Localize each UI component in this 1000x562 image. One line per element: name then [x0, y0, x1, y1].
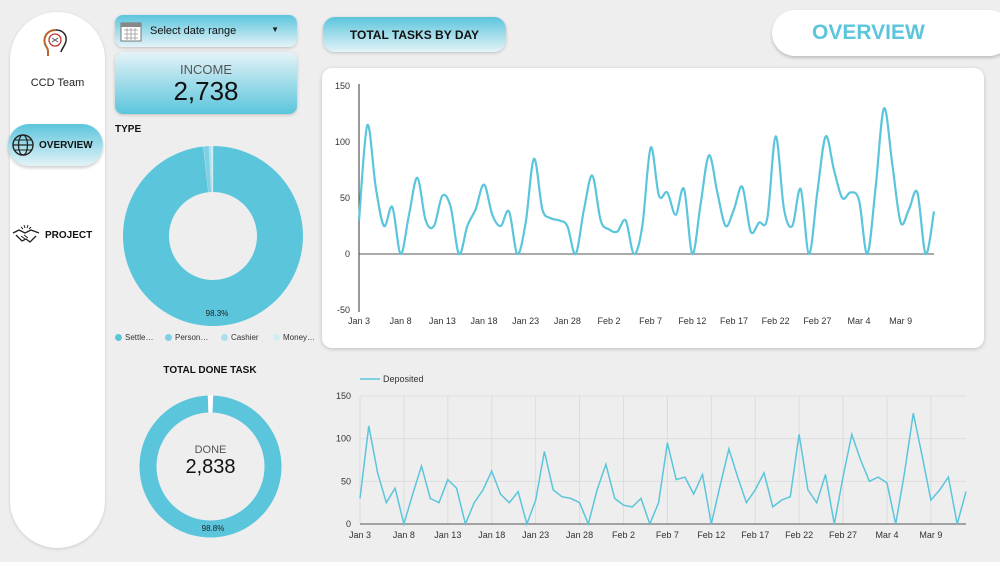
income-value: 2,738 [173, 76, 239, 106]
x-tick-label: Feb 17 [720, 316, 748, 326]
legend-swatch [221, 334, 228, 341]
brain-profile-logo-icon [43, 29, 67, 56]
y-tick-label: 50 [341, 476, 351, 486]
x-tick-label: Jan 13 [429, 316, 456, 326]
x-tick-label: Jan 3 [349, 530, 371, 540]
type-donut-chart: 98.3% [122, 146, 303, 326]
x-tick-label: Jan 28 [566, 530, 593, 540]
y-tick-label: 100 [336, 434, 351, 444]
handshake-icon [12, 224, 40, 243]
deposited-line-chart: 0 50 100 150 Jan 3 Jan 8 Jan 13 Jan 18 Jan 23 Jan… [336, 374, 967, 540]
legend-swatch [115, 334, 122, 341]
done-center-label: DONE [194, 444, 227, 456]
x-tick-label: Feb 27 [829, 530, 857, 540]
legend-item: Person… [165, 333, 208, 342]
x-tick-label: Jan 28 [554, 316, 581, 326]
legend-label: Money… [283, 333, 316, 342]
x-tick-label: Mar 9 [919, 530, 942, 540]
globe-icon [12, 134, 34, 156]
x-tick-label: Jan 18 [478, 530, 505, 540]
x-tick-label: Jan 3 [348, 316, 370, 326]
done-slice-label: 98.8% [202, 524, 225, 533]
donut-slice [203, 146, 211, 193]
chevron-down-icon: ▼ [271, 25, 279, 34]
x-tick-label: Jan 18 [470, 316, 497, 326]
donut-slice [210, 395, 214, 413]
x-tick-label: Mar 4 [847, 316, 870, 326]
x-tick-label: Feb 22 [762, 316, 790, 326]
calendar-icon [120, 22, 142, 42]
x-tick-label: Feb 7 [656, 530, 679, 540]
x-tick-label: Feb 17 [741, 530, 769, 540]
donut-slice [122, 146, 303, 326]
legend-item: Settle… [115, 333, 153, 342]
y-tick-label: 150 [336, 391, 351, 401]
x-tick-label: Jan 23 [512, 316, 539, 326]
x-tick-label: Jan 23 [522, 530, 549, 540]
done-chart-title: TOTAL DONE TASK [163, 365, 257, 376]
x-tick-label: Feb 2 [612, 530, 635, 540]
legend-item: Money… [273, 333, 315, 342]
legend-label: Person… [175, 333, 209, 342]
income-label: INCOME [180, 62, 232, 77]
tasks-line-chart: -50 0 50 100 150 Jan 3 Jan 8 Jan 13 Jan 18 Jan 23… [335, 81, 936, 326]
nav-overview-button[interactable]: OVERVIEW [8, 124, 103, 166]
y-tick-label: 0 [345, 249, 350, 259]
nav-project-button[interactable]: PROJECT [12, 222, 104, 248]
page-title: OVERVIEW [812, 21, 925, 44]
nav-project-label: PROJECT [45, 229, 93, 241]
donut-slice [207, 395, 211, 413]
y-tick-label: 50 [340, 193, 350, 203]
type-legend: Settle… Person… Cashier Money… [115, 333, 320, 347]
legend-swatch [165, 334, 172, 341]
series-line [359, 412, 967, 527]
x-tick-label: Jan 8 [390, 316, 412, 326]
donut-slice [209, 146, 213, 193]
sidebar: CCD Team OVERVIEW PROJECT [8, 12, 105, 548]
series-line [357, 107, 936, 256]
y-tick-label: 100 [335, 137, 350, 147]
y-tick-label: 0 [346, 519, 351, 529]
type-slice-label: 98.3% [206, 309, 229, 318]
x-tick-label: Jan 13 [434, 530, 461, 540]
legend-label: Settle… [125, 333, 154, 342]
x-tick-label: Feb 7 [639, 316, 662, 326]
done-donut-chart: 98.8% [139, 395, 282, 538]
date-range-label: Select date range [150, 25, 237, 37]
legend-label: Deposited [383, 374, 424, 384]
legend-label: Cashier [231, 333, 259, 342]
donut-slice [211, 146, 213, 193]
x-tick-label: Feb 12 [678, 316, 706, 326]
legend-swatch [273, 334, 280, 341]
x-tick-label: Mar 9 [889, 316, 912, 326]
team-name: CCD Team [30, 77, 85, 89]
tasks-chart-title: TOTAL TASKS BY DAY [323, 17, 506, 52]
y-tick-label: -50 [337, 305, 350, 315]
tasks-line-chart-card: -50 0 50 100 150 Jan 3 Jan 8 Jan 13 Jan 18 Jan 23… [322, 68, 984, 348]
x-tick-label: Feb 12 [697, 530, 725, 540]
x-tick-label: Feb 2 [597, 316, 620, 326]
legend-item: Cashier [221, 333, 259, 342]
date-range-select[interactable]: Select date range ▼ [115, 15, 297, 47]
done-center-value: 2,838 [185, 456, 236, 478]
x-tick-label: Jan 8 [393, 530, 415, 540]
x-tick-label: Feb 22 [785, 530, 813, 540]
x-tick-label: Mar 4 [875, 530, 898, 540]
page-title-banner: OVERVIEW [772, 10, 1000, 56]
nav-overview-label: OVERVIEW [39, 139, 93, 151]
y-tick-label: 150 [335, 81, 350, 91]
type-chart-title: TYPE [115, 124, 142, 135]
x-tick-label: Feb 27 [803, 316, 831, 326]
income-scorecard: INCOME 2,738 [115, 52, 297, 114]
